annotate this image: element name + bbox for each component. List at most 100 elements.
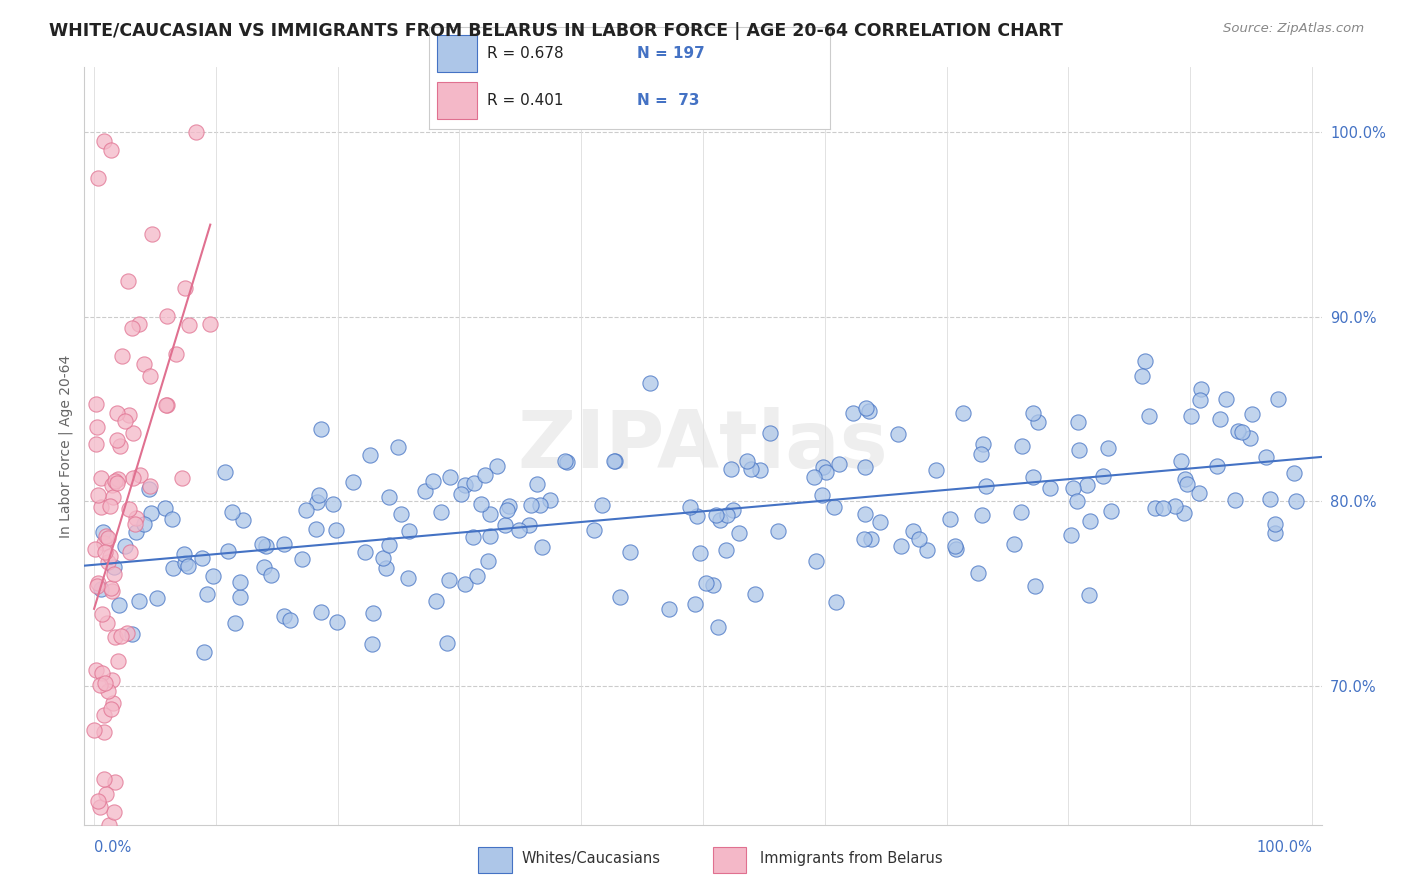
Point — [97, 531, 120, 545]
Point — [103, 696, 125, 710]
Point — [945, 542, 967, 557]
FancyBboxPatch shape — [478, 847, 512, 872]
Point — [139, 368, 162, 383]
Point — [121, 321, 143, 335]
Point — [160, 512, 183, 526]
Point — [156, 309, 179, 323]
Point — [100, 673, 122, 688]
Point — [1175, 477, 1198, 491]
Point — [1011, 439, 1033, 453]
Point — [924, 463, 946, 477]
Point — [1078, 588, 1101, 602]
Point — [115, 625, 138, 640]
Point — [855, 507, 877, 521]
Point — [107, 472, 129, 486]
Point — [685, 597, 707, 611]
Point — [98, 549, 121, 563]
Point — [1163, 499, 1185, 513]
Point — [138, 479, 160, 493]
Point — [1227, 424, 1250, 438]
Point — [104, 474, 127, 488]
Point — [107, 654, 129, 668]
Point — [378, 490, 401, 504]
Point — [702, 578, 724, 592]
Point — [232, 512, 254, 526]
Point — [1170, 454, 1192, 468]
Point — [105, 475, 128, 490]
Point — [529, 498, 551, 512]
Point — [86, 579, 108, 593]
Point — [291, 551, 314, 566]
Point — [125, 525, 148, 540]
Point — [132, 517, 155, 532]
Point — [86, 420, 108, 434]
Point — [197, 587, 219, 601]
Point — [191, 551, 214, 566]
Point — [638, 376, 661, 390]
Point — [706, 620, 728, 634]
Text: R = 0.401: R = 0.401 — [486, 93, 564, 108]
Point — [479, 529, 502, 543]
Point — [146, 591, 169, 605]
Point — [214, 465, 236, 479]
Point — [90, 582, 112, 596]
Point — [1130, 368, 1153, 383]
Point — [869, 515, 891, 529]
Point — [1062, 481, 1084, 495]
Point — [253, 560, 276, 574]
Point — [387, 440, 409, 454]
Point — [132, 357, 155, 371]
Point — [87, 488, 110, 502]
Point — [1264, 526, 1286, 541]
Point — [526, 476, 548, 491]
Point — [1099, 504, 1122, 518]
Point — [311, 421, 333, 435]
Point — [1240, 407, 1263, 421]
Point — [517, 517, 540, 532]
Point — [83, 541, 105, 556]
Point — [87, 170, 110, 185]
Point — [470, 497, 492, 511]
Point — [422, 474, 444, 488]
Point — [93, 536, 115, 550]
Point — [1133, 354, 1156, 368]
Point — [714, 543, 737, 558]
Point — [91, 607, 114, 622]
FancyBboxPatch shape — [437, 35, 477, 72]
Point — [118, 501, 141, 516]
Point — [970, 447, 993, 461]
Point — [141, 227, 163, 241]
Point — [744, 586, 766, 600]
Point — [1209, 412, 1232, 426]
Point — [353, 545, 375, 559]
Text: N = 197: N = 197 — [637, 45, 704, 61]
Point — [1284, 466, 1306, 480]
Point — [87, 575, 110, 590]
Point — [474, 467, 496, 482]
Point — [853, 460, 876, 475]
Text: Whites/Caucasians: Whites/Caucasians — [522, 851, 661, 866]
Point — [887, 427, 910, 442]
Point — [101, 490, 124, 504]
Point — [96, 615, 118, 630]
Point — [1174, 472, 1197, 486]
Point — [461, 530, 484, 544]
Point — [114, 539, 136, 553]
Point — [89, 799, 111, 814]
Point — [430, 505, 453, 519]
Point — [1026, 415, 1049, 429]
Point — [728, 525, 751, 540]
Point — [1173, 506, 1195, 520]
Point — [477, 554, 499, 568]
Point — [530, 540, 553, 554]
Point — [1022, 406, 1045, 420]
Text: Source: ZipAtlas.com: Source: ZipAtlas.com — [1223, 22, 1364, 36]
FancyBboxPatch shape — [437, 82, 477, 119]
Point — [1067, 443, 1090, 458]
Point — [280, 613, 302, 627]
Point — [437, 573, 460, 587]
Point — [538, 493, 561, 508]
Point — [96, 787, 118, 801]
Point — [1258, 491, 1281, 506]
Point — [322, 497, 344, 511]
